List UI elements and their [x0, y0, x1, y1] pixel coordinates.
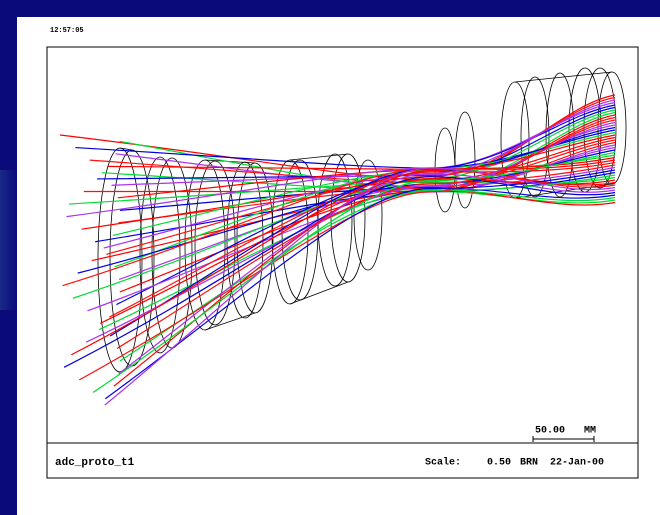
time: 12:57:05	[50, 27, 84, 35]
ray	[63, 176, 616, 368]
ray	[103, 173, 616, 249]
ray	[119, 186, 616, 211]
lens-edge	[204, 312, 256, 331]
initials: BRN	[520, 458, 538, 469]
ray	[109, 161, 616, 318]
ray	[104, 169, 616, 400]
ray	[116, 139, 616, 349]
white-area	[17, 17, 660, 515]
ray	[78, 116, 616, 381]
ray	[118, 99, 616, 375]
lens-edge	[119, 147, 133, 151]
scale-value: 0.50	[487, 458, 511, 469]
lens-edge	[289, 153, 349, 161]
ray	[92, 151, 616, 393]
lens-surface	[454, 111, 476, 209]
scale-bar-length: 50.00	[535, 426, 565, 437]
date: 22-Jan-00	[550, 458, 604, 469]
scale-label: Scale:	[425, 457, 461, 469]
lens-surface	[139, 156, 181, 354]
lens-edge	[289, 281, 349, 305]
ray	[85, 121, 616, 343]
lens-edge	[514, 71, 613, 83]
ray	[113, 134, 616, 387]
rays	[59, 94, 616, 406]
ray	[81, 136, 616, 230]
left-shading	[0, 170, 17, 310]
scale-bar-unit: MM	[584, 426, 596, 437]
plot-frame	[46, 46, 639, 479]
ray	[104, 167, 616, 406]
drawing-name: adc_proto_t1	[55, 457, 135, 469]
